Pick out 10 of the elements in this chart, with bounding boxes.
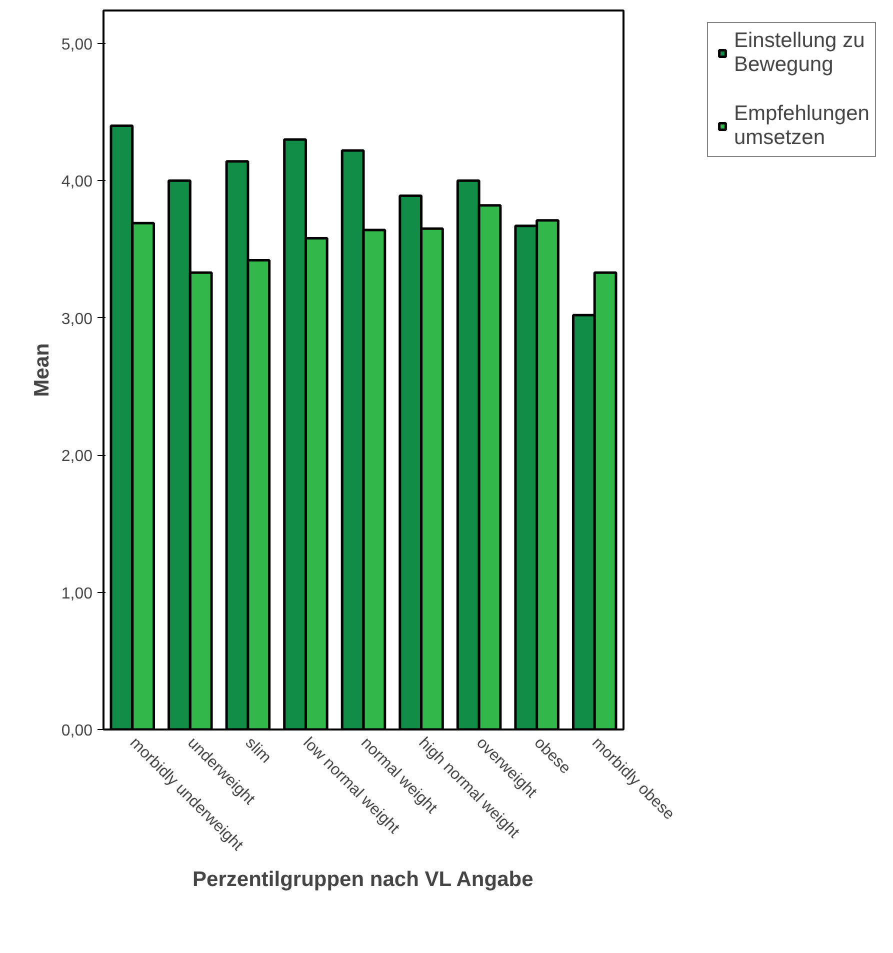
y-tick-label: 4,00: [61, 174, 93, 191]
y-tick-label: 5,00: [61, 36, 93, 54]
y-axis-title: Mean: [30, 343, 54, 397]
y-tick-label: 2,00: [61, 448, 93, 466]
legend-label: Empfehlungen umsetzen: [734, 102, 870, 150]
x-axis-title: Perzentilgruppen nach VL Angabe: [192, 868, 534, 892]
y-tick-label: 0,00: [61, 722, 93, 740]
y-tick-label: 1,00: [61, 585, 93, 602]
y-tick-label: 3,00: [61, 310, 93, 328]
legend-label: Einstellung zu Bewegung: [734, 29, 865, 77]
